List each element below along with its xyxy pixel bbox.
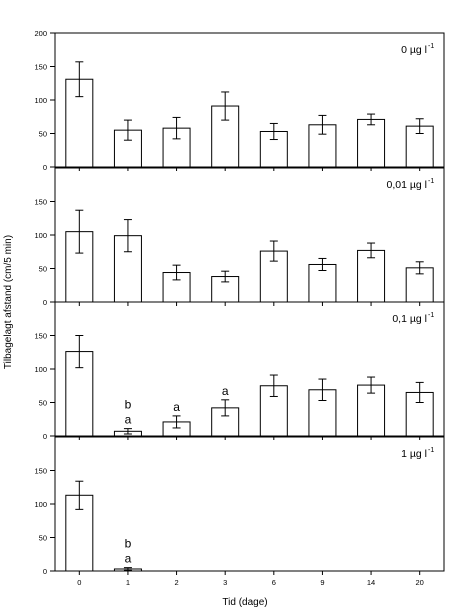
panel-frame (54, 436, 445, 572)
panel-frame (54, 32, 445, 168)
y-tick-label: 50 (39, 265, 47, 274)
y-tick-label: 100 (34, 231, 47, 240)
bar-0 (65, 351, 94, 437)
panel-label: 1 µg l (401, 448, 427, 460)
panel-label-superscript: -1 (428, 43, 434, 50)
panel-label-superscript: -1 (428, 312, 434, 319)
x-axis-label: Tid (dage) (222, 597, 267, 608)
panel-frame (54, 301, 445, 437)
panel-0: 0 50 100 150 200 0 µg l -1 (34, 29, 445, 172)
x-tick-label: 1 (126, 578, 130, 587)
y-tick-label: 150 (34, 332, 47, 341)
panel-label-superscript: -1 (428, 447, 434, 454)
bar-2 (162, 127, 191, 168)
y-tick-label: 50 (39, 130, 47, 139)
y-tick-label: 100 (34, 96, 47, 105)
significance-letter: b (125, 398, 132, 412)
y-tick-label: 50 (39, 399, 47, 408)
bar-14 (357, 249, 386, 303)
panel-label: 0 µg l (401, 44, 427, 56)
y-axis-label: Tilbagelagt afstand (cm/5 min) (3, 235, 14, 369)
panel-1: 0 50 100 150 0,01 µg l -1 (34, 167, 445, 307)
y-tick-label: 0 (43, 298, 47, 307)
x-tick-label: 0 (77, 578, 81, 587)
significance-letter: b (125, 537, 132, 551)
x-tick-label: 9 (320, 578, 324, 587)
y-tick-label: 50 (39, 534, 47, 543)
x-tick-label: 3 (223, 578, 227, 587)
panel-label: 0,1 µg l (392, 313, 427, 325)
significance-letter: a (125, 552, 132, 566)
significance-letter: a (222, 384, 229, 398)
y-tick-label: 100 (34, 500, 47, 509)
bar-14 (357, 118, 386, 168)
x-tick-label: 6 (272, 578, 276, 587)
x-tick-label: 14 (367, 578, 375, 587)
x-axis: 0 1 2 3 6 9 14 20 (77, 578, 424, 587)
significance-letter: a (173, 400, 180, 414)
x-tick-label: 2 (174, 578, 178, 587)
y-tick-label: 200 (34, 29, 47, 38)
y-tick-label: 100 (34, 365, 47, 374)
significance-letter: a (125, 413, 132, 427)
y-tick-label: 150 (34, 467, 47, 476)
y-tick-label: 0 (43, 432, 47, 441)
panel-label: 0,01 µg l (387, 179, 428, 191)
y-tick-label: 150 (34, 63, 47, 72)
panel-3: 0 50 100 150 ba 1 µg l -1 (34, 436, 445, 576)
y-tick-label: 150 (34, 198, 47, 207)
x-tick-label: 20 (416, 578, 424, 587)
y-tick-label: 0 (43, 567, 47, 576)
panel-label-superscript: -1 (428, 178, 434, 185)
y-tick-label: 0 (43, 163, 47, 172)
